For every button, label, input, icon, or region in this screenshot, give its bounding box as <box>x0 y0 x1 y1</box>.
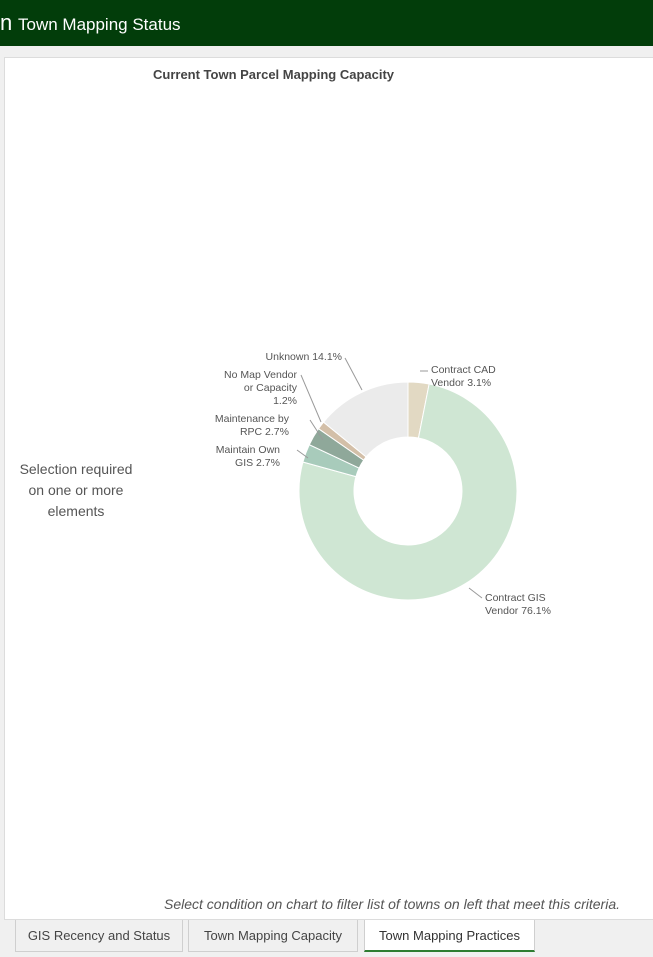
tab-gis-recency-and-status[interactable]: GIS Recency and Status <box>15 920 183 952</box>
label-leader-line <box>468 587 483 599</box>
donut-chart[interactable]: Contract CAD Vendor 3.1% Contract GIS Vendo… <box>5 58 653 921</box>
donut-slice-contract-gis-vendor[interactable] <box>298 383 518 601</box>
chart-panel: Current Town Parcel Mapping Capacity Sel… <box>4 57 653 920</box>
donut-slice-unknown[interactable] <box>322 381 409 458</box>
selection-required-message: Selection required on one or more elemen… <box>19 461 133 519</box>
slice-label-no-map-vendor-or-capacity: No Map Vendor or Capacity 1.2% <box>224 369 298 407</box>
label-leader-line <box>300 374 322 423</box>
tab-town-mapping-practices[interactable]: Town Mapping Practices <box>364 920 535 952</box>
slice-label-maintain-own-gis: Maintain Own GIS 2.7% <box>216 444 280 469</box>
slice-label-maintenance-by-rpc: Maintenance by RPC 2.7% <box>215 413 290 438</box>
slice-label-unknown: Unknown 14.1% <box>266 351 342 363</box>
slice-label-contract-cad-vendor: Contract CAD Vendor 3.1% <box>431 364 496 389</box>
label-leader-line <box>296 449 309 459</box>
app-title: Town Mapping Status <box>18 15 181 34</box>
slice-label-contract-gis-vendor: Contract GIS Vendor 76.1% <box>485 592 551 617</box>
app-logo-glyph: n <box>0 10 13 35</box>
label-leader-line <box>344 357 363 391</box>
label-leader-line <box>309 419 324 441</box>
app-header: n Town Mapping Status <box>0 0 653 46</box>
tab-town-mapping-capacity[interactable]: Town Mapping Capacity <box>188 920 358 952</box>
chart-title: Current Town Parcel Mapping Capacity <box>153 67 395 82</box>
filter-hint-text: Select condition on chart to filter list… <box>164 896 620 912</box>
